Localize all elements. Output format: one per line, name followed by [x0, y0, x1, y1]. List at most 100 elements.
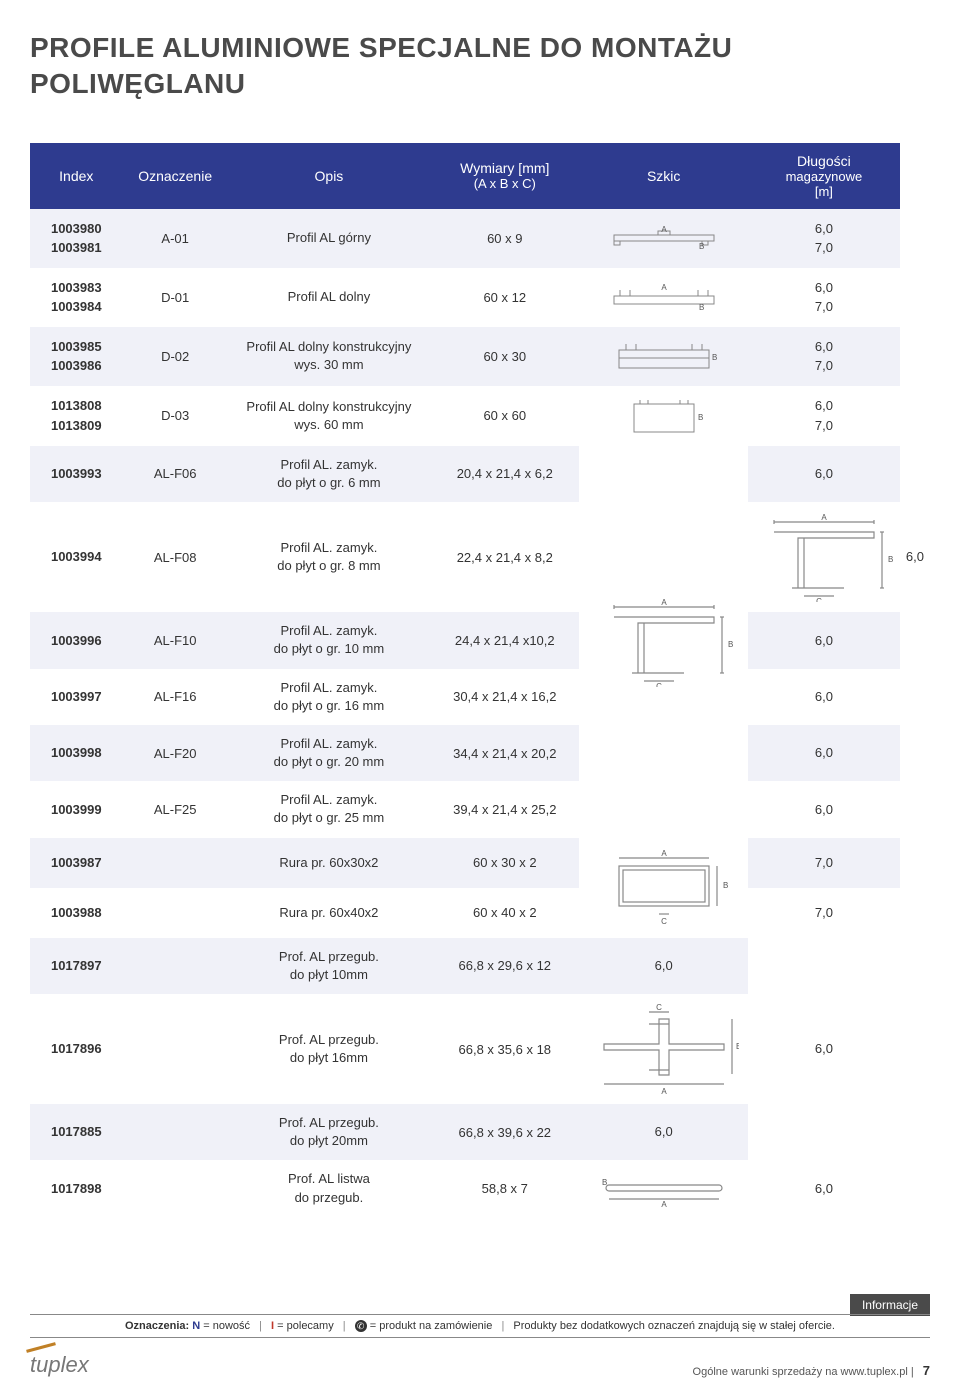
cell-index: 1017885	[30, 1104, 123, 1160]
cell-wym: 60 x 9	[430, 209, 579, 268]
cell-ozn	[123, 994, 228, 1104]
cell-opis: Prof. AL przegub.do płyt 10mm	[228, 938, 430, 994]
th-opis: Opis	[228, 143, 430, 209]
cell-opis: Rura pr. 60x30x2	[228, 838, 430, 888]
cell-index: 1003998	[30, 725, 123, 781]
sketch-zamyk-profile: ABC	[594, 597, 734, 687]
cell-wym: 66,8 x 35,6 x 18	[430, 994, 579, 1104]
legend-bar: Oznaczenia: N = nowość | I = polecamy | …	[30, 1314, 930, 1338]
table-row: 1003998AL-F20Profil AL. zamyk.do płyt o …	[30, 725, 930, 781]
cell-szkic: ABC	[748, 502, 900, 612]
cell-szkic: B	[579, 386, 747, 446]
footer-text: Ogólne warunki sprzedaży na www.tuplex.p…	[693, 1366, 908, 1378]
cell-opis: Profil AL. zamyk.do płyt o gr. 6 mm	[228, 446, 430, 502]
sketch-bot2-profile: B	[604, 338, 724, 374]
table-row: 1003997AL-F16Profil AL. zamyk.do płyt o …	[30, 669, 930, 725]
cell-wym: 60 x 12	[430, 268, 579, 327]
table-row: 10039831003984D-01Profil AL dolny60 x 12…	[30, 268, 930, 327]
cell-wym: 22,4 x 21,4 x 8,2	[430, 502, 579, 612]
table-row: 10039851003986D-02Profil AL dolny konstr…	[30, 327, 930, 386]
legend-n-label: = nowość	[203, 1320, 250, 1332]
th-dlug-main: Długości	[797, 153, 851, 169]
cell-szkic: AB	[579, 1160, 747, 1216]
svg-text:B: B	[698, 413, 703, 422]
cell-length: 7,0	[748, 838, 900, 888]
sketch-przegub-profile: ABC	[589, 1004, 739, 1094]
table-row: 1017885 Prof. AL przegub.do płyt 20mm66,8…	[30, 1104, 930, 1160]
cell-ozn: AL-F20	[123, 725, 228, 781]
svg-text:A: A	[661, 225, 667, 234]
cell-index: 1003987	[30, 838, 123, 888]
table-row: 1003993AL-F06Profil AL. zamyk.do płyt o …	[30, 446, 930, 502]
cell-opis: Prof. AL przegub.do płyt 20mm	[228, 1104, 430, 1160]
cell-index: 1003996	[30, 612, 123, 668]
cell-index: 1003993	[30, 446, 123, 502]
cell-wym: 66,8 x 39,6 x 22	[430, 1104, 579, 1160]
cell-ozn	[123, 938, 228, 994]
cell-length: 6,07,0	[748, 268, 900, 327]
legend-sep: |	[501, 1320, 504, 1332]
th-index: Index	[30, 143, 123, 209]
legend-prefix: Oznaczenia:	[125, 1320, 189, 1332]
table-row: 1017897Prof. AL przegub.do płyt 10mm66,8…	[30, 938, 930, 994]
th-dlug: Długości magazynowe [m]	[748, 143, 900, 209]
sketch-bot3-profile: B	[604, 396, 724, 436]
th-wym-sub: (A x B x C)	[436, 176, 573, 191]
cell-opis: Profil AL. zamyk.do płyt o gr. 25 mm	[228, 781, 430, 837]
cell-szkic: AB	[579, 209, 747, 268]
cell-ozn	[123, 888, 228, 938]
legend-phone-label: = produkt na zamówienie	[370, 1320, 493, 1332]
cell-szkic: ABC	[579, 446, 747, 838]
cell-length: 6,0	[900, 502, 930, 612]
cell-length: 6,07,0	[748, 327, 900, 386]
sketch-top-profile: AB	[604, 225, 724, 251]
cell-length: 7,0	[748, 888, 900, 938]
product-table: Index Oznaczenie Opis Wymiary [mm] (A x …	[30, 143, 930, 1217]
cell-index: 1003999	[30, 781, 123, 837]
legend-i-icon: I	[271, 1320, 274, 1332]
cell-length: 6,0	[748, 781, 900, 837]
table-row: 1017896Prof. AL przegub.do płyt 16mm66,8…	[30, 994, 930, 1104]
cell-ozn: AL-F16	[123, 669, 228, 725]
svg-text:B: B	[728, 640, 733, 649]
cell-ozn: AL-F10	[123, 612, 228, 668]
th-szkic: Szkic	[579, 143, 747, 209]
cell-ozn: A-01	[123, 209, 228, 268]
svg-text:A: A	[661, 849, 667, 858]
legend-sep: |	[259, 1320, 262, 1332]
cell-wym: 24,4 x 21,4 x10,2	[430, 612, 579, 668]
cell-ozn: AL-F06	[123, 446, 228, 502]
table-row: 1003987Rura pr. 60x30x260 x 30 x 2ABC7,0	[30, 838, 930, 888]
page-title: PROFILE ALUMINIOWE SPECJALNE DO MONTAŻU …	[30, 30, 930, 103]
cell-length: 6,0	[748, 725, 900, 781]
svg-text:C: C	[816, 597, 822, 602]
cell-wym: 30,4 x 21,4 x 16,2	[430, 669, 579, 725]
cell-length: 6,0	[579, 1104, 747, 1160]
svg-text:B: B	[699, 242, 704, 251]
table-row: 1003999AL-F25Profil AL. zamyk.do płyt o …	[30, 781, 930, 837]
cell-opis: Profil AL. zamyk.do płyt o gr. 20 mm	[228, 725, 430, 781]
cell-opis: Profil AL. zamyk.do płyt o gr. 8 mm	[228, 502, 430, 612]
cell-length: 6,0	[748, 1160, 900, 1216]
svg-text:B: B	[602, 1178, 607, 1187]
svg-text:A: A	[821, 513, 827, 522]
cell-wym: 60 x 30	[430, 327, 579, 386]
footer-right: Ogólne warunki sprzedaży na www.tuplex.p…	[693, 1363, 930, 1378]
sketch-listwa-profile: AB	[594, 1171, 734, 1207]
svg-text:B: B	[712, 353, 717, 362]
table-row: 1003988Rura pr. 60x40x260 x 40 x 27,0	[30, 888, 930, 938]
page-number: 7	[923, 1363, 930, 1378]
cell-length: 6,0	[748, 446, 900, 502]
cell-index: 10039851003986	[30, 327, 123, 386]
cell-wym: 60 x 40 x 2	[430, 888, 579, 938]
cell-szkic: AB	[579, 268, 747, 327]
th-ozn: Oznaczenie	[123, 143, 228, 209]
th-wym-main: Wymiary [mm]	[460, 160, 549, 176]
cell-length: 6,07,0	[748, 209, 900, 268]
cell-length: 6,0	[748, 994, 900, 1104]
cell-index: 1003988	[30, 888, 123, 938]
info-bar: Informacje	[850, 1294, 930, 1316]
sketch-rura-profile: ABC	[594, 848, 734, 928]
legend-tail: Produkty bez dodatkowych oznaczeń znajdu…	[513, 1320, 835, 1332]
cell-index: 10039801003981	[30, 209, 123, 268]
